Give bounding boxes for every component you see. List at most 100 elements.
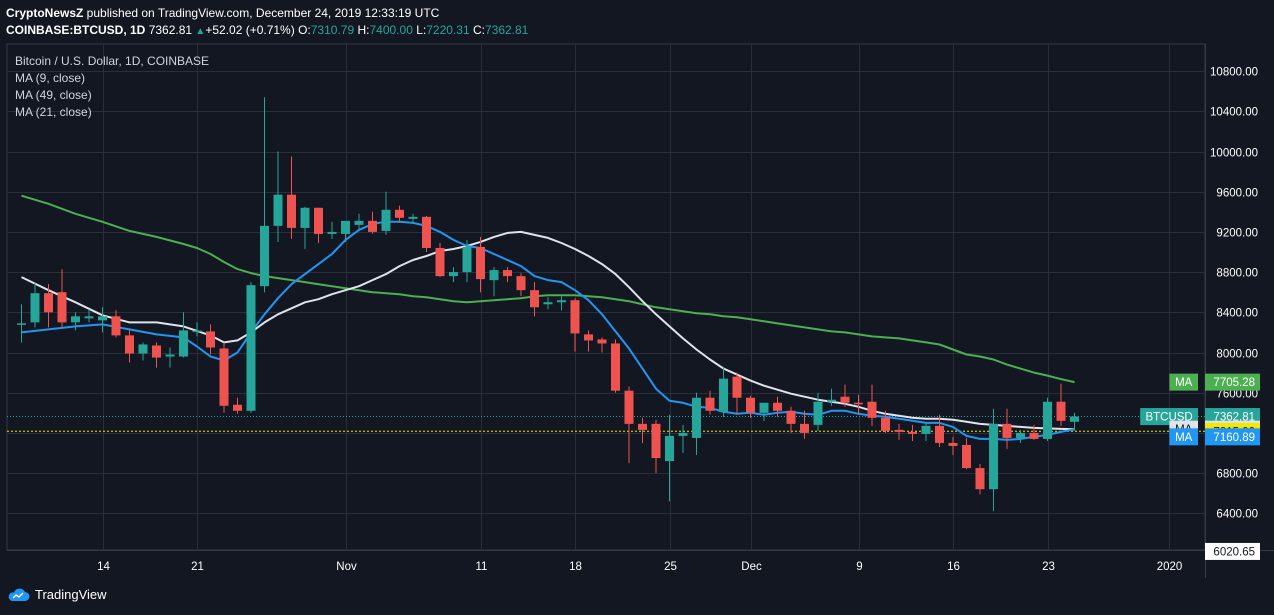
candle-up[interactable] — [179, 330, 188, 357]
candle-up[interactable] — [921, 425, 931, 434]
candle-down[interactable] — [570, 300, 580, 334]
candle-up[interactable] — [17, 323, 26, 325]
high-value: 7400.00 — [369, 23, 413, 37]
candle-down[interactable] — [111, 316, 121, 336]
candle-down[interactable] — [908, 431, 917, 434]
candle-up[interactable] — [341, 220, 350, 234]
candle-up[interactable] — [1070, 416, 1079, 422]
candle-down[interactable] — [435, 247, 445, 277]
candle-up[interactable] — [192, 330, 202, 332]
candle-down[interactable] — [395, 209, 404, 218]
candle-down[interactable] — [962, 444, 971, 469]
candle-up[interactable] — [989, 423, 998, 490]
cloud-icon — [8, 588, 30, 601]
candle-up[interactable] — [408, 216, 418, 219]
candle-up[interactable] — [327, 231, 337, 234]
candle-down[interactable] — [975, 468, 985, 490]
candle-down[interactable] — [422, 216, 431, 248]
candle-up[interactable] — [1016, 432, 1025, 438]
candle-down[interactable] — [732, 376, 742, 398]
candle-up[interactable] — [273, 194, 283, 226]
candle-up[interactable] — [678, 432, 688, 436]
candle-up[interactable] — [1043, 401, 1052, 439]
candle-down[interactable] — [516, 276, 526, 291]
legend-ma49[interactable]: MA (49, close) — [15, 88, 92, 102]
logo-text: TradingView — [35, 587, 107, 602]
x-tick-label: 14 — [97, 561, 110, 573]
candle-down[interactable] — [530, 290, 539, 308]
candle-down[interactable] — [368, 220, 377, 232]
legend-ma21[interactable]: MA (21, close) — [15, 105, 92, 119]
publish-info: published on TradingView.com, December 2… — [83, 6, 440, 20]
candle-down[interactable] — [597, 339, 607, 344]
close-label: C: — [472, 23, 485, 37]
candle-down[interactable] — [773, 402, 782, 411]
candle-down[interactable] — [894, 429, 904, 432]
candle-down[interactable] — [881, 417, 890, 431]
candle-up[interactable] — [827, 399, 836, 402]
candle-up[interactable] — [71, 316, 80, 323]
candle-down[interactable] — [800, 423, 809, 433]
candle-up[interactable] — [381, 209, 391, 231]
candle-down[interactable] — [1002, 423, 1012, 438]
tradingview-logo[interactable]: TradingView — [6, 587, 107, 602]
price-change: +52.02 (+0.71%) — [205, 23, 295, 37]
candle-up[interactable] — [719, 378, 728, 412]
candle-down[interactable] — [651, 423, 661, 459]
legend-ma9[interactable]: MA (9, close) — [15, 71, 86, 85]
candle-down[interactable] — [206, 331, 215, 348]
candle-up[interactable] — [354, 220, 364, 225]
candle-down[interactable] — [705, 397, 715, 411]
candle-up[interactable] — [84, 316, 94, 319]
candle-up[interactable] — [759, 402, 769, 413]
candle-up[interactable] — [557, 300, 566, 303]
candle-down[interactable] — [854, 402, 863, 405]
candle-down[interactable] — [476, 246, 485, 280]
candle-up[interactable] — [813, 401, 823, 425]
candle-down[interactable] — [1056, 401, 1066, 421]
candle-down[interactable] — [624, 390, 634, 424]
open-value: 7310.79 — [310, 23, 355, 37]
candle-up[interactable] — [165, 354, 175, 357]
candle-down[interactable] — [125, 335, 134, 354]
candle-down[interactable] — [503, 270, 512, 277]
candle-up[interactable] — [692, 397, 701, 438]
candle-up[interactable] — [300, 207, 310, 228]
author-name[interactable]: CryptoNewsZ — [6, 6, 84, 20]
candle-down[interactable] — [152, 345, 161, 358]
candle-up[interactable] — [489, 270, 499, 281]
candle-up[interactable] — [138, 344, 148, 354]
candle-down[interactable] — [233, 404, 242, 411]
candle-down[interactable] — [948, 442, 958, 446]
candle-down[interactable] — [1029, 432, 1039, 439]
candle-up[interactable] — [543, 302, 553, 305]
candle-down[interactable] — [314, 207, 323, 234]
candle-down[interactable] — [867, 401, 877, 418]
candle-up[interactable] — [665, 435, 674, 462]
candle-up[interactable] — [462, 246, 472, 273]
ohlc-header: COINBASE:BTCUSD, 1D 7362.81 ▲+52.02 (+0.… — [6, 23, 528, 37]
symbol-label: COINBASE:BTCUSD, 1D — [6, 23, 146, 37]
candle-down[interactable] — [44, 293, 53, 313]
y-tick-label: 9200.00 — [1216, 228, 1258, 240]
candle-down[interactable] — [840, 396, 850, 403]
candle-down[interactable] — [746, 397, 755, 413]
candle-down[interactable] — [611, 343, 620, 391]
candle-up[interactable] — [98, 316, 107, 321]
candle-down[interactable] — [584, 334, 593, 341]
candle-down[interactable] — [638, 423, 647, 430]
candle-down[interactable] — [287, 194, 296, 228]
high-label: H: — [357, 23, 370, 37]
candle-down[interactable] — [219, 348, 229, 406]
x-tick-label: 18 — [569, 561, 582, 573]
candle-down[interactable] — [57, 292, 67, 323]
price-tag-name — [1169, 428, 1198, 446]
candle-up[interactable] — [246, 285, 256, 411]
candle-up[interactable] — [260, 225, 269, 287]
ma9-line — [21, 220, 1075, 441]
candle-up[interactable] — [30, 293, 40, 323]
candle-down[interactable] — [786, 410, 796, 424]
candle-up[interactable] — [449, 272, 458, 277]
candle-down[interactable] — [935, 425, 944, 443]
